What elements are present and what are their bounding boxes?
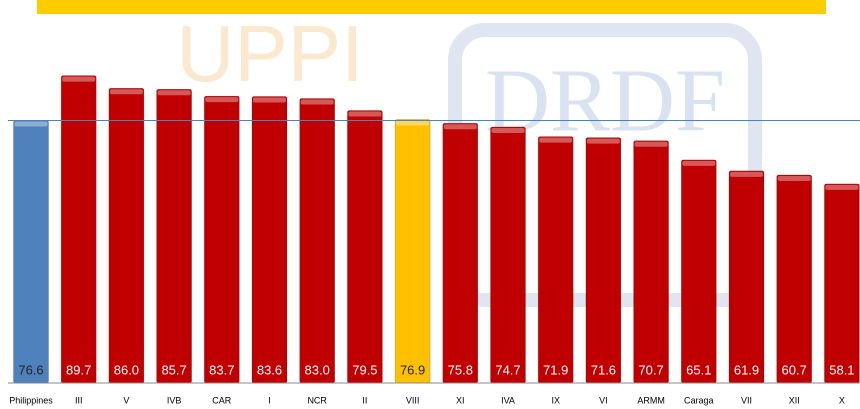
data-label: 79.5: [352, 362, 377, 377]
bar: [680, 159, 717, 384]
x-tick-label: II: [362, 395, 367, 405]
bar: [108, 87, 145, 384]
x-tick-label: CAR: [212, 395, 232, 405]
bar-highlight: [109, 89, 143, 95]
bar-highlight: [14, 121, 48, 127]
x-tick-label: IVB: [167, 395, 182, 405]
x-tick-label: XII: [789, 395, 800, 405]
bar-highlight: [777, 175, 811, 181]
bar-highlight: [539, 137, 573, 143]
bar: [824, 183, 860, 384]
bar-highlight: [825, 184, 859, 190]
bar-highlight: [62, 76, 96, 82]
bar: [728, 170, 765, 384]
data-label: 85.7: [161, 362, 186, 377]
bar: [347, 110, 383, 384]
data-label: 75.8: [448, 362, 473, 377]
x-tick-label: VI: [599, 395, 608, 405]
data-label: 83.7: [209, 362, 234, 377]
bar: [394, 119, 431, 384]
bar-highlight: [348, 111, 382, 117]
x-tick-label: IVA: [501, 395, 515, 405]
data-label: 58.1: [829, 362, 854, 377]
bar-highlight: [443, 124, 477, 130]
data-label: 83.0: [305, 362, 330, 377]
bar-highlight: [157, 90, 191, 96]
bar-highlight: [682, 160, 716, 166]
bar: [490, 126, 526, 384]
bar-highlight: [205, 97, 239, 103]
bar: [204, 95, 240, 384]
bar: [299, 98, 336, 384]
data-label: 60.7: [782, 362, 807, 377]
bar-highlight: [396, 120, 430, 126]
bar: [251, 96, 288, 384]
x-tick-label: XI: [456, 395, 465, 405]
bar: [442, 122, 479, 384]
bar: [156, 88, 192, 384]
data-label: 71.6: [591, 362, 616, 377]
data-label: 76.9: [400, 362, 425, 377]
data-label: 76.6: [18, 362, 43, 377]
data-label: 86.0: [114, 362, 139, 377]
bar: [537, 136, 574, 384]
bar-highlight: [634, 141, 668, 147]
bar-highlight: [300, 99, 334, 105]
x-tick-label: X: [839, 395, 845, 405]
x-tick-label: VII: [741, 395, 752, 405]
bar: [585, 137, 622, 384]
data-label: 61.9: [734, 362, 759, 377]
bar: [776, 174, 813, 384]
bar: [633, 140, 669, 384]
x-tick-label: III: [75, 395, 83, 405]
x-tick-label: IX: [551, 395, 560, 405]
x-tick-label: NCR: [307, 395, 327, 405]
x-tick-label: Philippines: [9, 395, 53, 405]
data-label: 83.6: [257, 362, 282, 377]
bar-highlight: [253, 97, 286, 103]
x-tick-label: V: [123, 395, 129, 405]
bar-highlight: [730, 171, 763, 177]
data-label: 65.1: [686, 362, 711, 377]
x-tick-label: VIII: [406, 395, 420, 405]
x-tick-label: Caraga: [684, 395, 714, 405]
bar-highlight: [491, 127, 525, 133]
bar-highlight: [586, 138, 620, 144]
title-banner: [37, 0, 826, 14]
data-label: 74.7: [495, 362, 520, 377]
data-label: 71.9: [543, 362, 568, 377]
bar: [60, 75, 97, 384]
x-tick-label: ARMM: [637, 395, 665, 405]
data-label: 89.7: [66, 362, 91, 377]
watermark: UPPI: [177, 9, 364, 98]
data-label: 70.7: [638, 362, 663, 377]
bar: [13, 120, 49, 384]
x-tick-label: I: [268, 395, 271, 405]
